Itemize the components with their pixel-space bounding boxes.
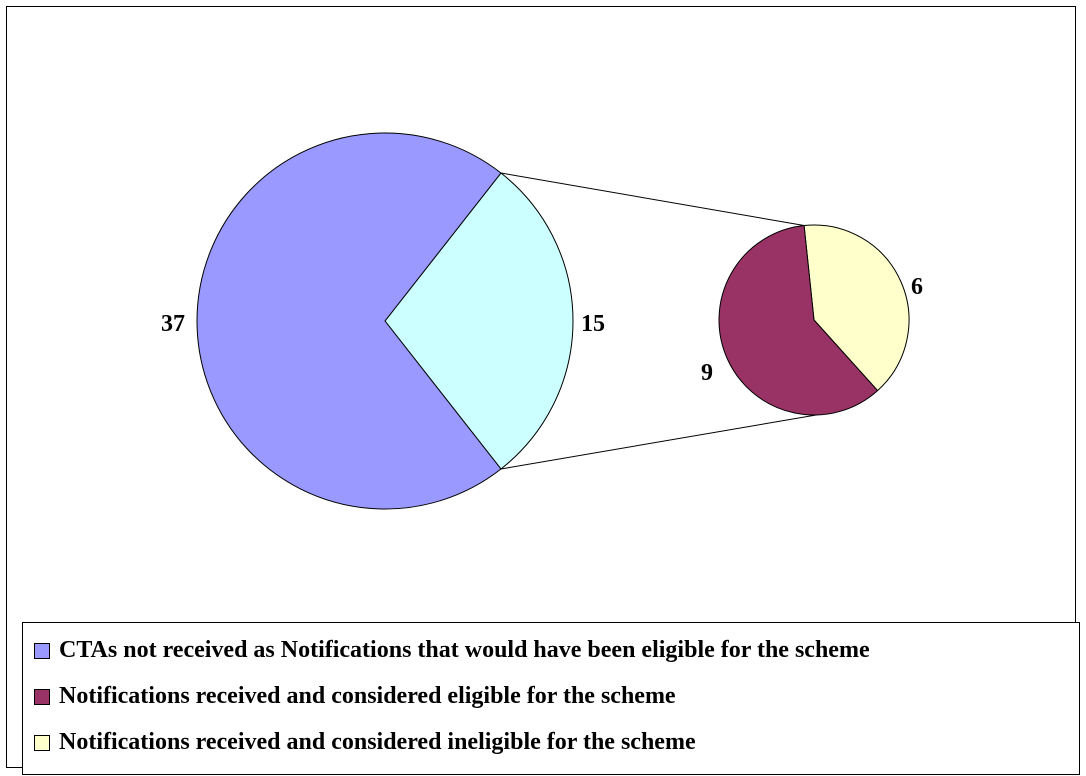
legend-swatch <box>34 642 50 659</box>
main-pie <box>196 132 574 510</box>
legend-label: CTAs not received as Notifications that … <box>59 637 870 663</box>
pie-slice-ineligible <box>803 224 910 392</box>
pie-slice-notifications-received <box>384 172 574 470</box>
data-labels: 37 15 9 6 <box>161 274 923 386</box>
legend-entry: Notifications received and considered el… <box>34 683 676 710</box>
data-label-37: 37 <box>161 311 185 337</box>
connector-line-bottom <box>500 413 823 470</box>
data-label-15: 15 <box>581 311 605 337</box>
data-label-9: 9 <box>701 360 713 386</box>
legend-entry: CTAs not received as Notifications that … <box>34 637 870 664</box>
legend-label: Notifications received and considered in… <box>59 729 696 755</box>
legend-swatch <box>34 688 50 705</box>
pie-slice-eligible <box>718 224 879 416</box>
pie-of-pie-chart: 37 15 9 6 <box>161 132 923 510</box>
connector-lines <box>500 172 823 470</box>
connector-line-top <box>500 172 805 227</box>
pie-slice-ctas-not-received <box>196 132 502 510</box>
chart-frame: 37 15 9 6 CTAs not received as Notification… <box>6 6 1080 775</box>
legend-entry: Notifications received and considered in… <box>34 729 696 756</box>
legend-swatch <box>34 734 50 751</box>
secondary-pie <box>718 224 910 416</box>
legend-label: Notifications received and considered el… <box>59 683 676 709</box>
legend: CTAs not received as Notifications that … <box>22 622 1080 775</box>
data-label-6: 6 <box>911 274 923 300</box>
